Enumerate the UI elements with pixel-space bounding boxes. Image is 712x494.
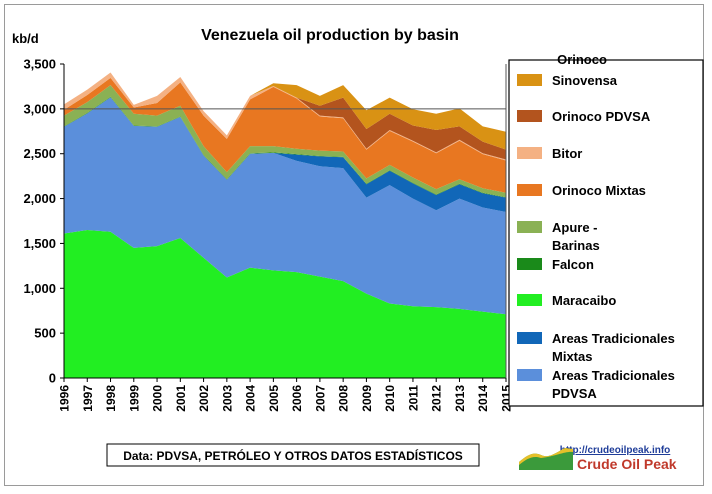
x-tick-label: 2010 — [383, 385, 397, 412]
area-orinoco-mixtas — [64, 77, 506, 193]
area-maracaibo — [64, 229, 506, 378]
legend-swatch-bitor — [517, 147, 542, 159]
watermark-wave-icon-top — [519, 448, 573, 465]
legend-label-areas-tradicionales-pdvsa: Areas Tradicionales PDVSA — [552, 368, 675, 401]
source-note: Data: PDVSA, PETRÓLEO Y OTROS DATOS ESTA… — [106, 443, 480, 467]
x-tick-label: 2011 — [406, 385, 420, 411]
watermark-url: http://crudeoilpeak.info — [560, 445, 671, 456]
plot-grid — [63, 64, 507, 379]
x-tick-label: 1999 — [127, 385, 141, 412]
x-tick-label: 2003 — [220, 385, 234, 412]
x-tick-label: 1997 — [81, 385, 95, 412]
y-tick-label: 1,500 — [23, 236, 56, 251]
area-areas-tradicionales-mixtas — [64, 97, 506, 213]
watermark-logo: http://crudeoilpeak.info Crude Oil Peak — [519, 445, 677, 472]
y-tick-label: 3,000 — [23, 101, 56, 116]
x-tick-label: 2006 — [290, 385, 304, 412]
x-tick-label: 2013 — [453, 385, 467, 412]
x-tick-label: 2009 — [360, 385, 374, 412]
x-tick-label: 1996 — [58, 385, 72, 412]
x-tick-label: 2000 — [151, 385, 165, 412]
y-tick-label: 3,500 — [23, 57, 56, 72]
legend-label-orinoco-mixtas: Orinoco Mixtas — [552, 183, 646, 198]
area-apure-barinas — [64, 85, 506, 198]
x-tick-label: 2008 — [337, 385, 351, 412]
y-axis: 0 500 1,000 1,500 2,000 2,500 3,000 3,500 — [23, 57, 64, 386]
y-tick-label: 2,000 — [23, 191, 56, 206]
legend-entries: Sinovensa Orinoco PDVSA Bitor Orinoco Mixta… — [517, 73, 675, 401]
legend-swatch-areas-tradicionales-pdvsa — [517, 369, 542, 381]
source-note-text: Data: PDVSA, PETRÓLEO Y OTROS DATOS ESTA… — [123, 448, 463, 463]
x-tick-label: 2007 — [313, 385, 327, 412]
y-tick-label: 1,000 — [23, 281, 56, 296]
x-tick-label: 2001 — [174, 385, 188, 412]
chart-title: Venezuela oil production by basin — [201, 27, 459, 44]
x-tick-label: 2002 — [197, 385, 211, 412]
watermark-name: Crude Oil Peak — [577, 456, 677, 472]
legend-swatch-areas-tradicionales-mixtas — [517, 332, 542, 344]
legend-label-bitor: Bitor — [552, 146, 582, 161]
plot-areas — [64, 64, 506, 378]
y-tick-label: 500 — [34, 326, 56, 341]
legend-label-sinovensa: Sinovensa — [552, 73, 618, 88]
legend-header: Orinoco — [557, 52, 607, 67]
source-note-box — [106, 443, 480, 467]
legend-label-maracaibo: Maracaibo — [552, 293, 616, 308]
area-sinovensa — [64, 72, 506, 150]
legend: Orinoco Sinovensa Orinoco PDVSA Bitor Orino… — [508, 52, 704, 407]
x-tick-label: 2012 — [430, 385, 444, 412]
x-axis: 1996 1997 1998 1999 2000 2001 2002 2003 2004 2005… — [58, 378, 514, 412]
legend-swatch-falcon — [517, 258, 542, 270]
x-tick-label: 2004 — [244, 385, 258, 412]
y-tick-label: 0 — [49, 371, 56, 386]
legend-label-apure-barinas: Apure -Barinas — [552, 220, 600, 253]
legend-label-falcon: Falcon — [552, 257, 594, 272]
legend-label-orinoco-pdvsa: Orinoco PDVSA — [552, 109, 651, 124]
y-axis-label: kb/d — [12, 31, 39, 46]
y-tick-label: 2,500 — [23, 146, 56, 161]
legend-swatch-sinovensa — [517, 74, 542, 86]
legend-swatch-apure-barinas — [517, 221, 542, 233]
area-areas-tradicionales-pdvsa — [64, 97, 506, 315]
x-tick-label: 1998 — [104, 385, 118, 412]
legend-swatch-orinoco-mixtas — [517, 184, 542, 196]
x-tick-label: 2005 — [267, 385, 281, 412]
legend-swatch-maracaibo — [517, 294, 542, 306]
legend-label-areas-tradicionales-mixtas: Areas Tradicionales Mixtas — [552, 331, 675, 364]
x-tick-label: 2014 — [476, 385, 490, 412]
legend-swatch-orinoco-pdvsa — [517, 110, 542, 122]
